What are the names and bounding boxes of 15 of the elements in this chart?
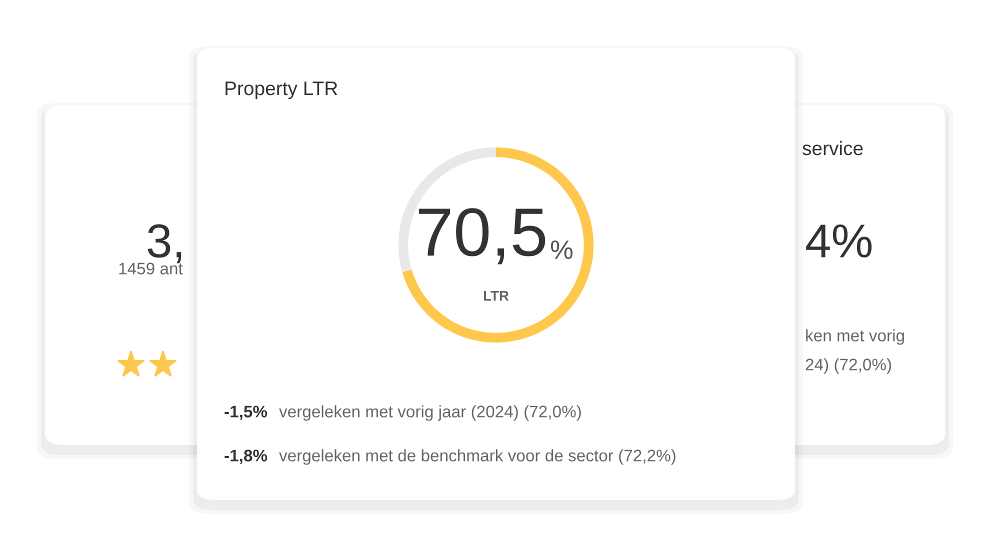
text: LTR xyxy=(484,291,509,301)
text: 4% xyxy=(806,224,872,258)
text: 24) (72,0%) xyxy=(806,358,892,374)
text: 3, xyxy=(148,224,182,264)
text: 1459 ant xyxy=(119,262,183,274)
text: vergeleken met de benchmark voor de sector (72,2%) xyxy=(279,449,676,465)
text: % xyxy=(550,240,573,259)
chart-title: Property LTR xyxy=(226,82,338,100)
text: service xyxy=(802,140,863,156)
text: -1,5% xyxy=(224,406,268,420)
text: 70,5 xyxy=(419,208,546,264)
donut-slice xyxy=(402,147,594,343)
text: ken met vorig xyxy=(806,329,904,345)
text: -1,8% xyxy=(224,450,268,464)
text: vergeleken met vorig jaar (2024) (72,0%) xyxy=(279,405,581,421)
